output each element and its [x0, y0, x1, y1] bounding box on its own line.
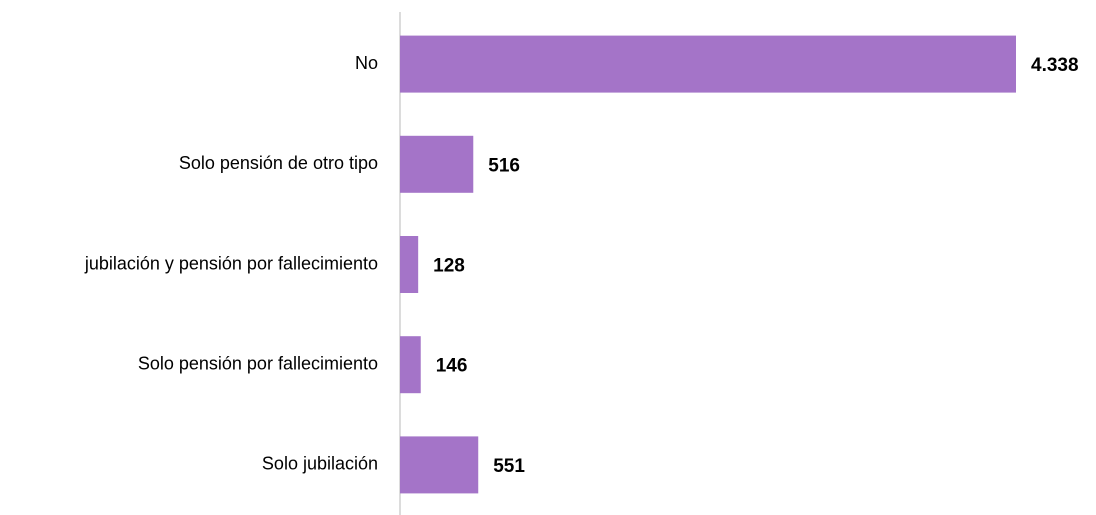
bar [400, 336, 421, 394]
category-label: Solo pensión por fallecimiento [138, 353, 378, 373]
value-label: 128 [433, 256, 465, 277]
value-label: 516 [488, 155, 520, 176]
value-label: 4.338 [1031, 55, 1079, 76]
bar [400, 35, 1016, 93]
category-label: Solo pensión de otro tipo [179, 153, 378, 173]
bar [400, 236, 419, 293]
category-label: Solo jubilación [262, 454, 378, 474]
value-label: 146 [436, 356, 468, 377]
bar [400, 436, 479, 494]
category-label: No [355, 53, 378, 73]
value-label: 551 [493, 456, 525, 477]
bar [400, 135, 474, 193]
category-label: jubilación y pensión por fallecimiento [84, 253, 378, 273]
